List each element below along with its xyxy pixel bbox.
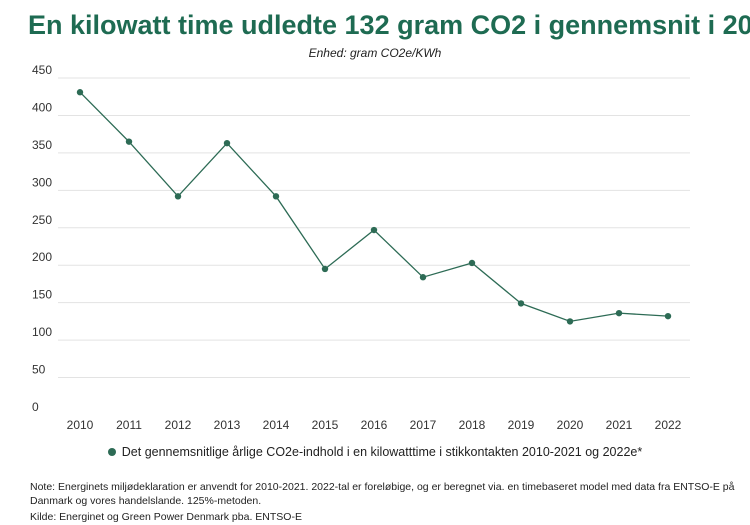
chart-title: En kilowatt time udledte 132 gram CO2 i … xyxy=(28,10,750,40)
data-point xyxy=(615,309,623,317)
data-point xyxy=(174,193,182,200)
data-point xyxy=(76,89,84,96)
x-tick-label: 2014 xyxy=(263,418,290,432)
y-tick-label: 50 xyxy=(32,363,46,377)
y-tick-label: 0 xyxy=(32,400,39,414)
chart-note: Note: Energinets miljødeklaration er anv… xyxy=(30,481,735,507)
x-tick-label: 2022 xyxy=(655,418,682,432)
data-point xyxy=(517,300,525,307)
x-tick-label: 2015 xyxy=(312,418,339,432)
chart-subtitle: Enhed: gram CO2e/KWh xyxy=(308,46,442,60)
data-point xyxy=(566,318,574,325)
x-tick-label: 2016 xyxy=(361,418,388,432)
y-tick-label: 150 xyxy=(32,288,52,302)
x-tick-label: 2021 xyxy=(606,418,633,432)
data-point xyxy=(664,312,672,320)
data-point xyxy=(125,138,133,145)
x-tick-label: 2020 xyxy=(557,418,584,432)
series-line xyxy=(79,91,669,323)
x-tick-label: 2012 xyxy=(165,418,192,432)
y-tick-label: 300 xyxy=(32,175,52,189)
y-tick-label: 250 xyxy=(32,213,52,227)
x-tick-label: 2017 xyxy=(410,418,437,432)
y-tick-label: 400 xyxy=(32,100,52,114)
data-point xyxy=(321,265,329,273)
x-tick-label: 2013 xyxy=(214,418,241,432)
data-point xyxy=(468,259,476,267)
data-point xyxy=(272,193,280,200)
y-tick-label: 100 xyxy=(32,325,52,339)
x-tick-label: 2010 xyxy=(67,418,94,432)
legend: Det gennemsnitlige årlige CO2e-indhold i… xyxy=(0,445,750,459)
legend-marker xyxy=(107,447,116,456)
legend-label: Det gennemsnitlige årlige CO2e-indhold i… xyxy=(121,445,643,459)
y-tick-label: 450 xyxy=(32,63,52,77)
data-point xyxy=(370,226,378,234)
line-chart: 0 50 100 150 200 250 300 350 400 450 2010 2011 2012… xyxy=(32,63,690,432)
y-tick-label: 350 xyxy=(32,138,52,152)
x-tick-label: 2019 xyxy=(508,418,535,432)
chart-source: Kilde: Energinet og Green Power Denmark … xyxy=(30,511,302,523)
x-tick-label: 2018 xyxy=(459,418,486,432)
data-point xyxy=(419,274,427,281)
y-tick-label: 200 xyxy=(32,250,52,264)
x-tick-label: 2011 xyxy=(116,418,142,432)
data-point xyxy=(223,139,231,147)
